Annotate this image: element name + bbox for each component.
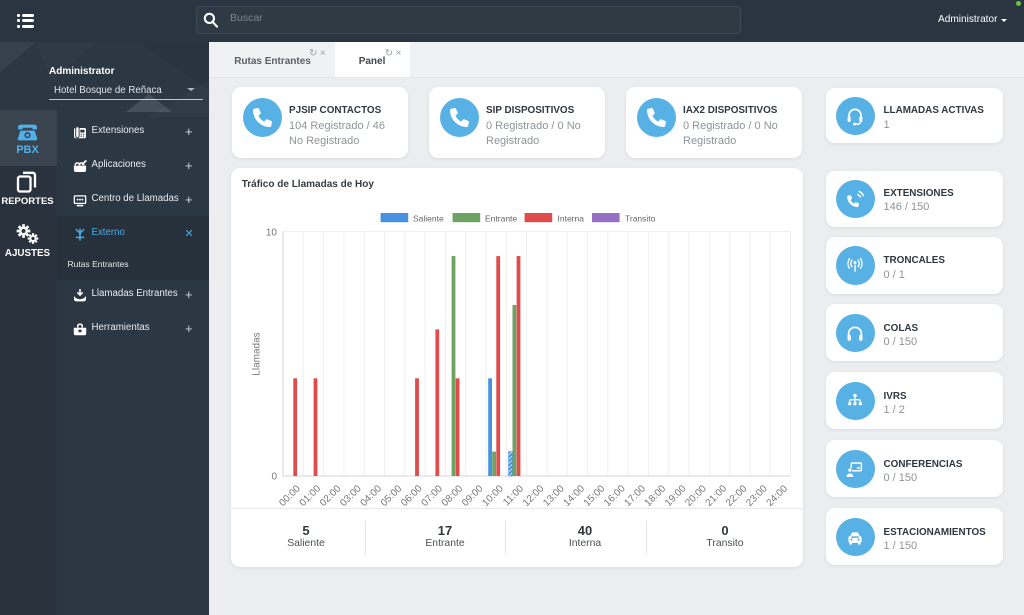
svg-text:03:00: 03:00 <box>338 483 364 508</box>
svg-text:00:00: 00:00 <box>277 483 303 508</box>
svg-text:07:00: 07:00 <box>419 483 445 508</box>
svg-text:Llamadas: Llamadas <box>252 332 263 375</box>
svg-text:04:00: 04:00 <box>359 483 385 508</box>
svg-text:22:00: 22:00 <box>724 483 750 508</box>
svg-text:05:00: 05:00 <box>379 483 405 508</box>
svg-text:14:00: 14:00 <box>562 483 588 508</box>
svg-text:19:00: 19:00 <box>663 483 689 508</box>
svg-text:08:00: 08:00 <box>440 483 466 508</box>
svg-text:12:00: 12:00 <box>521 483 547 508</box>
svg-text:0: 0 <box>271 472 277 483</box>
svg-text:02:00: 02:00 <box>318 483 344 508</box>
svg-text:15:00: 15:00 <box>582 483 608 508</box>
svg-text:16:00: 16:00 <box>602 483 628 508</box>
svg-text:11:00: 11:00 <box>501 483 526 508</box>
svg-text:20:00: 20:00 <box>683 483 709 508</box>
svg-text:13:00: 13:00 <box>541 483 567 508</box>
svg-text:24:00: 24:00 <box>765 483 791 508</box>
svg-text:21:00: 21:00 <box>704 483 730 508</box>
svg-text:10: 10 <box>266 228 278 239</box>
svg-text:06:00: 06:00 <box>399 483 425 508</box>
svg-text:17:00: 17:00 <box>622 483 648 508</box>
svg-text:Saliente: Saliente <box>413 214 444 224</box>
svg-text:Transito: Transito <box>625 214 656 224</box>
svg-text:10:00: 10:00 <box>480 483 506 508</box>
svg-text:18:00: 18:00 <box>643 483 669 508</box>
svg-text:01:00: 01:00 <box>298 483 324 508</box>
svg-text:Entrante: Entrante <box>485 214 517 224</box>
svg-text:09:00: 09:00 <box>460 483 486 508</box>
svg-text:23:00: 23:00 <box>744 483 770 508</box>
svg-text:Interna: Interna <box>558 214 585 224</box>
